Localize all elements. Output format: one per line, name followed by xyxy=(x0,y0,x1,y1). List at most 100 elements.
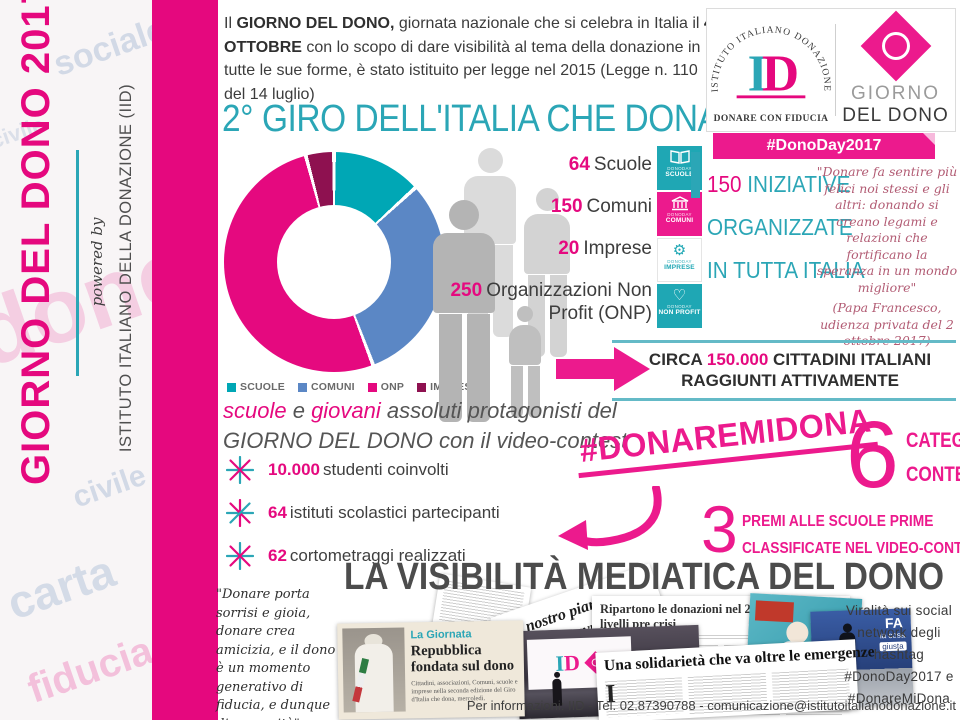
divider-line xyxy=(612,340,956,343)
background-word: carta xyxy=(0,544,122,630)
powered-by-label: powered by xyxy=(88,217,106,307)
stat-label: Imprese xyxy=(583,238,652,259)
diamond-icon xyxy=(860,10,931,82)
legend-item: ONP xyxy=(367,381,405,393)
asterisk-icon xyxy=(226,542,254,570)
badge-non-profit: ♡ DONODAY NON PROFIT xyxy=(657,284,702,328)
contest-stats-list: 10.000 studenti coinvolti 64 istituti scol… xyxy=(226,456,586,585)
list-item-label: istituti scolastici partecipanti xyxy=(289,503,500,522)
stat-row: 20 Imprese xyxy=(448,237,652,260)
iid-tagline: DONARE CON FIDUCIA xyxy=(713,114,829,124)
intro-text: Il xyxy=(224,15,237,32)
badge-name: COMUNI xyxy=(665,217,694,224)
banner-fold-corner xyxy=(923,133,935,145)
social-virality-note: Viralità sui social network degli hashta… xyxy=(844,603,954,706)
stat-value: 20 xyxy=(558,238,580,259)
iniziative-line3: IN TUTTA ITALIA xyxy=(707,257,865,283)
person-silhouette xyxy=(522,188,572,357)
quote-text: "Donare porta sorrisi e gioia, donare cr… xyxy=(216,587,336,720)
categories-label: CATEGORIE CONTEST xyxy=(906,429,960,486)
stat-value: 250 xyxy=(450,280,483,301)
iid-logo-mark: ISTITUTO ITALIANO DONAZIONE I D xyxy=(709,25,831,103)
papa-francesco-quote: "Donare fa sentire più felici noi stessi… xyxy=(816,164,958,350)
protagonists-heading: scuole e giovani assoluti protagonisti d… xyxy=(223,396,643,456)
person-silhouette xyxy=(432,200,496,422)
badge-imprese: ⚙ DONODAY IMPRESE xyxy=(657,238,702,282)
background-word: fiducia xyxy=(22,628,159,712)
stat-value: 150 xyxy=(550,196,583,217)
intro-paragraph: Il GIORNO DEL DONO, giornata nazionale c… xyxy=(224,12,716,106)
giorno-del-dono-logo: GIORNO DEL DONO xyxy=(836,10,955,127)
list-item-value: 62 xyxy=(268,546,287,565)
list-item-label: studenti coinvolti xyxy=(323,460,449,479)
legend-swatch xyxy=(367,382,377,392)
participation-stats: 64 Scuole 150 Comuni 20 Imprese 250 Organizz… xyxy=(448,153,652,344)
protagonists-line1: scuole e giovani assoluti protagonisti d… xyxy=(223,398,617,423)
iniziative-number: 150 xyxy=(707,171,742,197)
logos-box: ISTITUTO ITALIANO DONAZIONE I D DONARE C… xyxy=(706,8,956,132)
prizes-number: 3 xyxy=(701,492,738,566)
chart-legend: SCUOLE COMUNI ONP IMPRESE xyxy=(227,381,479,393)
family-silhouettes xyxy=(432,148,572,422)
gdd-logo-line2: DEL DONO xyxy=(842,105,949,126)
asterisk-icon xyxy=(226,456,254,484)
legend-swatch xyxy=(227,382,236,392)
book-icon xyxy=(669,150,690,164)
badge-name: SCUOLE xyxy=(665,171,694,178)
donoday-hashtag: #DonoDay2017 xyxy=(766,137,882,154)
right-arrow-icon xyxy=(556,347,654,391)
bank-icon xyxy=(671,196,688,211)
badge-small-label: DONODAY xyxy=(667,259,692,264)
prizes-label: PREMI ALLE SCUOLE PRIME CLASSIFICATE NEL… xyxy=(742,513,960,557)
quote-text: "Donare fa sentire più felici noi stessi… xyxy=(816,164,958,295)
legend-item: COMUNI xyxy=(297,381,355,393)
list-item-label: cortometraggi realizzati xyxy=(289,546,466,565)
gdd-logo-line1: GIORNO xyxy=(850,83,941,104)
protagonists-line2: GIORNO DEL DONO con il video-contest xyxy=(223,428,628,453)
list-item-value: 10.000 xyxy=(268,460,320,479)
asterisk-icon xyxy=(226,499,254,527)
badge-small-label: DONODAY xyxy=(667,212,692,217)
reach-line2: RAGGIUNTI ATTIVAMENTE xyxy=(681,371,899,390)
stat-row: 150 Comuni xyxy=(448,195,652,218)
iid-letter-i: I xyxy=(748,46,768,103)
stat-label: Organizzazioni Non Profit (ONP) xyxy=(486,280,652,324)
curved-arrow-icon xyxy=(558,486,662,550)
badge-small-label: DONODAY xyxy=(667,166,692,171)
intro-text: è stato istituito per legge nel 2015 (Le… xyxy=(224,62,698,103)
reach-line1: CIRCA 150.000 CITTADINI ITALIANI xyxy=(648,350,932,369)
badge-comuni: DONODAY COMUNI xyxy=(657,192,702,236)
legend-label: ONP xyxy=(380,381,405,393)
iniziative-line2: ORGANIZZATE xyxy=(707,214,853,240)
list-item-value: 64 xyxy=(268,503,287,522)
legend-label: SCUOLE xyxy=(240,381,285,393)
fake-text xyxy=(600,635,842,640)
legend-swatch xyxy=(417,382,427,392)
legend-item: SCUOLE xyxy=(227,381,285,393)
sidebar-divider-line xyxy=(76,150,79,376)
legend-label: COMUNI xyxy=(310,381,355,393)
page-title: 2° GIRO DELL'ITALIA CHE DONA xyxy=(222,98,720,140)
iid-logo: ISTITUTO ITALIANO DONAZIONE I D DONARE C… xyxy=(707,16,835,124)
media-section-title: LA VISIBILITÀ MEDIATICA DEL DONO xyxy=(344,556,945,598)
reach-statement: CIRCA 150.000 CITTADINI ITALIANI RAGGIUN… xyxy=(625,349,955,391)
teal-accent-bar xyxy=(691,152,700,198)
stat-label: Scuole xyxy=(593,154,652,175)
list-item: 10.000 studenti coinvolti xyxy=(226,456,586,484)
intro-text: con lo scopo di dare visibilità al tema … xyxy=(224,38,701,80)
stat-label: Comuni xyxy=(586,196,652,217)
iid-letter-d: D xyxy=(762,46,799,103)
iniziative-block: 150 INIZIATIVE ORGANIZZATE IN TUTTA ITAL… xyxy=(707,163,865,292)
badge-name: IMPRESE xyxy=(664,264,695,271)
person-silhouette xyxy=(508,306,542,418)
donoday-hashtag-banner: #DonoDay2017 xyxy=(713,133,935,159)
event-title-vertical: GIORNO DEL DONO 2017 xyxy=(14,0,58,485)
background-word: civile xyxy=(68,458,151,515)
list-item: 64 istituti scolastici partecipanti xyxy=(226,499,586,527)
intro-text: giornata nazionale che si celebra in Ita… xyxy=(394,15,704,32)
logo-divider xyxy=(835,24,836,116)
donut-chart xyxy=(224,152,444,372)
tv-caption-block xyxy=(754,600,794,623)
divider-line xyxy=(612,398,956,401)
